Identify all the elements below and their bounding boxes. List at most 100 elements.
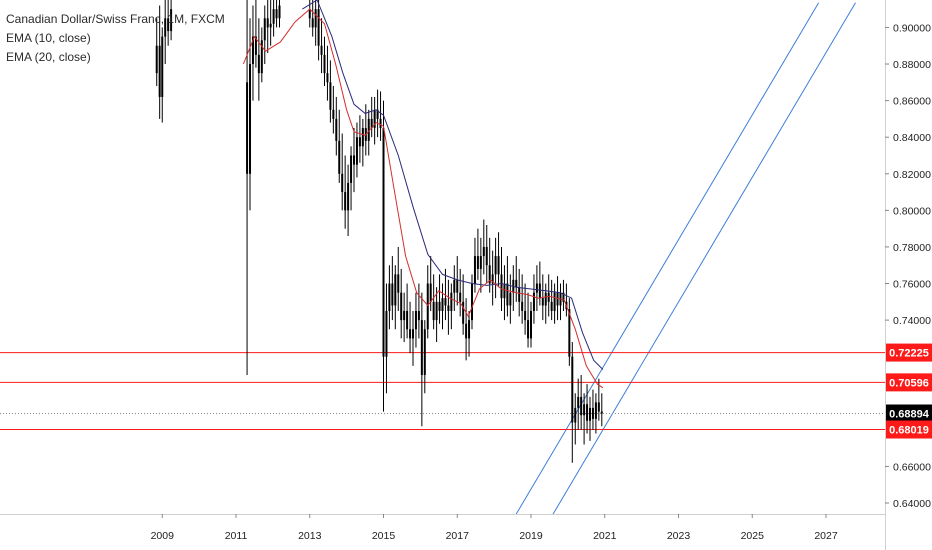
candle bbox=[326, 45, 329, 101]
candle-body bbox=[553, 292, 556, 311]
candle-body bbox=[509, 292, 512, 306]
candle-body bbox=[597, 402, 600, 412]
candle-body bbox=[482, 246, 485, 257]
candle bbox=[278, 0, 281, 28]
candle-body bbox=[541, 298, 544, 306]
candle bbox=[373, 96, 376, 145]
candle bbox=[406, 283, 409, 339]
candle-body bbox=[167, 18, 170, 32]
y-tick-label: 0.78000 bbox=[893, 242, 931, 254]
candle bbox=[420, 292, 423, 427]
candle bbox=[170, 0, 173, 41]
candle-body bbox=[550, 301, 553, 311]
candle-body bbox=[441, 298, 444, 311]
candle-body bbox=[391, 283, 394, 306]
candle bbox=[266, 0, 269, 54]
candle bbox=[317, 0, 320, 61]
y-tick-label: 0.86000 bbox=[893, 96, 931, 108]
y-tick-label: 0.64000 bbox=[893, 498, 931, 510]
candle bbox=[246, 0, 249, 375]
candle bbox=[414, 292, 417, 348]
candle-body bbox=[479, 256, 482, 269]
candle-body bbox=[161, 36, 164, 97]
y-tick-label: 0.80000 bbox=[893, 205, 931, 217]
candle bbox=[435, 287, 438, 343]
candle-body bbox=[400, 292, 403, 321]
candle-body bbox=[311, 18, 314, 28]
candle-body bbox=[438, 301, 441, 311]
candle bbox=[355, 122, 358, 178]
candle-body bbox=[515, 279, 518, 288]
candle bbox=[465, 298, 468, 361]
candle bbox=[367, 109, 370, 156]
candle-body bbox=[412, 329, 414, 339]
candle bbox=[535, 265, 538, 311]
candle-body bbox=[170, 9, 173, 32]
candle bbox=[260, 27, 263, 83]
candle bbox=[441, 283, 444, 330]
y-tick-label: 0.90000 bbox=[893, 22, 931, 34]
candle-body bbox=[583, 404, 586, 416]
candle bbox=[485, 224, 488, 284]
candle bbox=[167, 0, 170, 46]
candle-body bbox=[476, 256, 479, 269]
candle-body bbox=[388, 283, 391, 311]
candle-body bbox=[506, 283, 509, 306]
candle-body bbox=[361, 128, 364, 147]
candle-body bbox=[272, 9, 275, 24]
x-tick-label: 2021 bbox=[593, 530, 617, 542]
x-tick-label: 2025 bbox=[741, 530, 765, 542]
channel-line-1 bbox=[515, 2, 820, 514]
candle bbox=[323, 36, 326, 86]
candle-body bbox=[406, 310, 409, 330]
candle-body bbox=[497, 256, 500, 275]
y-tick-label: 0.74000 bbox=[893, 315, 931, 327]
candle bbox=[524, 283, 527, 335]
candle bbox=[155, 18, 158, 86]
candle-body bbox=[500, 274, 503, 299]
candle-body bbox=[459, 292, 462, 302]
candle-body bbox=[275, 9, 278, 19]
candle bbox=[580, 374, 583, 430]
candle-body bbox=[600, 411, 603, 414]
candle bbox=[344, 155, 347, 229]
candle bbox=[444, 268, 447, 321]
candle-body bbox=[524, 310, 527, 321]
level-price-label: 0.72225 bbox=[889, 348, 929, 360]
candle bbox=[497, 232, 500, 288]
candle bbox=[320, 18, 323, 74]
candle bbox=[382, 100, 385, 412]
candle-body bbox=[420, 320, 423, 375]
candle-body bbox=[494, 256, 497, 275]
candle-body bbox=[326, 73, 329, 83]
level-price-badge bbox=[886, 420, 932, 439]
candle bbox=[521, 274, 524, 324]
candle bbox=[538, 261, 541, 306]
candle-body bbox=[530, 310, 532, 339]
candle bbox=[329, 60, 332, 123]
candle bbox=[275, 0, 278, 28]
candle bbox=[594, 393, 597, 434]
candle bbox=[388, 265, 391, 330]
candle bbox=[509, 274, 512, 324]
candle-body bbox=[382, 128, 385, 357]
candle bbox=[412, 310, 414, 366]
x-tick-label: 2013 bbox=[298, 530, 322, 542]
candle-body bbox=[347, 182, 350, 211]
candle bbox=[269, 0, 272, 46]
candle bbox=[571, 342, 574, 463]
candle-body bbox=[257, 54, 260, 74]
candle bbox=[503, 265, 506, 321]
candle-body bbox=[471, 283, 473, 321]
candle-body bbox=[562, 292, 565, 302]
ema10-line bbox=[242, 8, 604, 389]
candle bbox=[423, 320, 426, 394]
candle-body bbox=[417, 310, 420, 321]
candle-body bbox=[589, 407, 591, 421]
candle-body bbox=[376, 109, 379, 119]
candle-body bbox=[263, 18, 266, 41]
candle-body bbox=[435, 301, 438, 321]
candle bbox=[544, 283, 547, 324]
